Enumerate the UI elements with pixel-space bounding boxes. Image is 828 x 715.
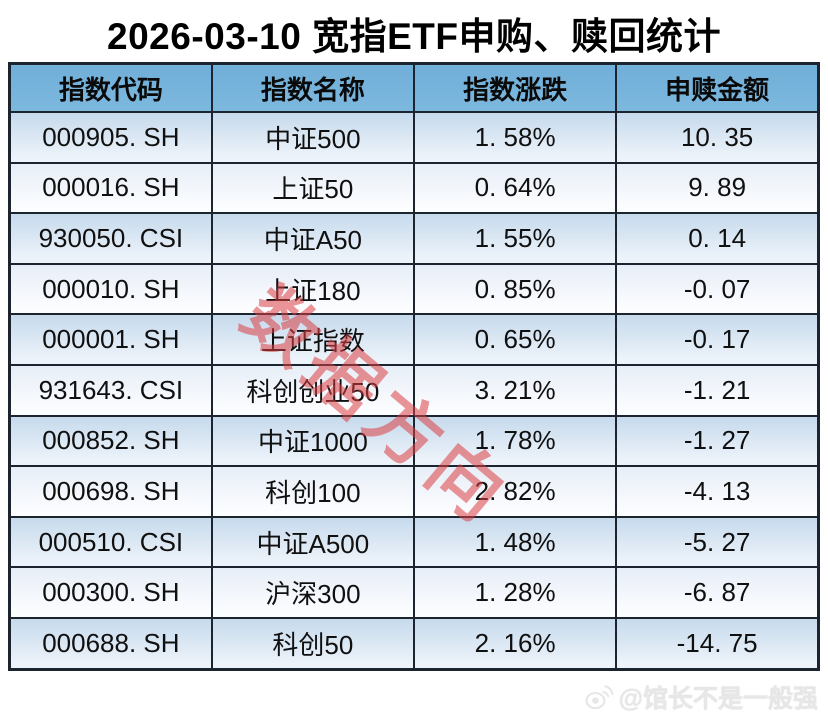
table-row: 931643. CSI 科创创业50 3. 21% -1. 21 xyxy=(8,363,820,417)
cell-flow-amount: -14. 75 xyxy=(615,616,820,671)
cell-index-name: 上证指数 xyxy=(210,313,416,366)
table-row: 000010. SH 上证180 0. 85% -0. 07 xyxy=(8,262,820,316)
table-row: 930050. CSI 中证A50 1. 55% 0. 14 xyxy=(8,212,820,265)
cell-flow-amount: -5. 27 xyxy=(615,515,820,569)
table-body: 000905. SH 中证500 1. 58% 10. 35 000016. SH 上证5… xyxy=(8,111,820,671)
cell-flow-amount: 0. 14 xyxy=(615,212,820,265)
cell-index-name: 科创创业50 xyxy=(210,363,416,417)
cell-index-name: 上证50 xyxy=(210,161,416,215)
cell-index-code: 000688. SH xyxy=(8,616,213,671)
cell-index-change: 0. 65% xyxy=(412,313,618,366)
header-index-change: 指数涨跌 xyxy=(412,62,618,113)
author-credit: @馆长不是一般强 xyxy=(584,681,818,713)
cell-flow-amount: -1. 21 xyxy=(615,363,820,417)
cell-index-code: 930050. CSI xyxy=(8,212,213,265)
weibo-icon xyxy=(584,682,614,712)
table-row: 000510. CSI 中证A500 1. 48% -5. 27 xyxy=(8,515,820,569)
cell-index-name: 中证A500 xyxy=(210,515,416,569)
header-flow-amount: 申赎金额 xyxy=(615,62,820,113)
cell-index-code: 000852. SH xyxy=(8,414,213,468)
cell-index-code: 000905. SH xyxy=(8,111,213,164)
cell-index-change: 1. 58% xyxy=(412,111,618,164)
cell-index-code: 000510. CSI xyxy=(8,515,213,569)
table-row: 000300. SH 沪深300 1. 28% -6. 87 xyxy=(8,566,820,619)
cell-flow-amount: -0. 17 xyxy=(615,313,820,366)
cell-index-name: 中证1000 xyxy=(210,414,416,468)
cell-index-name: 科创50 xyxy=(210,616,416,671)
cell-index-change: 1. 48% xyxy=(412,515,618,569)
cell-flow-amount: -6. 87 xyxy=(615,566,820,619)
cell-index-code: 000001. SH xyxy=(8,313,213,366)
etf-flow-table: 指数代码 指数名称 指数涨跌 申赎金额 000905. SH 中证500 1. 58… xyxy=(8,62,820,671)
table-row: 000016. SH 上证50 0. 64% 9. 89 xyxy=(8,161,820,215)
cell-index-change: 0. 85% xyxy=(412,262,618,316)
cell-index-change: 0. 64% xyxy=(412,161,618,215)
author-credit-text: @馆长不是一般强 xyxy=(618,685,818,713)
cell-index-name: 中证500 xyxy=(210,111,416,164)
cell-index-change: 2. 82% xyxy=(412,465,618,518)
cell-index-name: 上证180 xyxy=(210,262,416,316)
table-header-row: 指数代码 指数名称 指数涨跌 申赎金额 xyxy=(8,62,820,113)
cell-index-change: 1. 78% xyxy=(412,414,618,468)
cell-index-code: 000698. SH xyxy=(8,465,213,518)
cell-index-change: 3. 21% xyxy=(412,363,618,417)
header-index-name: 指数名称 xyxy=(210,62,416,113)
cell-index-change: 1. 55% xyxy=(412,212,618,265)
cell-index-code: 000016. SH xyxy=(8,161,213,215)
table-row: 000688. SH 科创50 2. 16% -14. 75 xyxy=(8,616,820,671)
table-row: 000698. SH 科创100 2. 82% -4. 13 xyxy=(8,465,820,518)
page-title: 2026-03-10 宽指ETF申购、赎回统计 xyxy=(107,16,721,57)
cell-index-name: 沪深300 xyxy=(210,566,416,619)
cell-flow-amount: 10. 35 xyxy=(615,111,820,164)
cell-index-name: 中证A50 xyxy=(210,212,416,265)
cell-index-change: 1. 28% xyxy=(412,566,618,619)
cell-index-code: 931643. CSI xyxy=(8,363,213,417)
cell-flow-amount: -4. 13 xyxy=(615,465,820,518)
cell-index-name: 科创100 xyxy=(210,465,416,518)
table-row: 000001. SH 上证指数 0. 65% -0. 17 xyxy=(8,313,820,366)
cell-index-change: 2. 16% xyxy=(412,616,618,671)
cell-flow-amount: 9. 89 xyxy=(615,161,820,215)
cell-flow-amount: -1. 27 xyxy=(615,414,820,468)
header-index-code: 指数代码 xyxy=(8,62,213,113)
cell-index-code: 000300. SH xyxy=(8,566,213,619)
table-header: 指数代码 指数名称 指数涨跌 申赎金额 xyxy=(8,62,820,113)
table-row: 000852. SH 中证1000 1. 78% -1. 27 xyxy=(8,414,820,468)
table-row: 000905. SH 中证500 1. 58% 10. 35 xyxy=(8,111,820,164)
cell-index-code: 000010. SH xyxy=(8,262,213,316)
cell-flow-amount: -0. 07 xyxy=(615,262,820,316)
